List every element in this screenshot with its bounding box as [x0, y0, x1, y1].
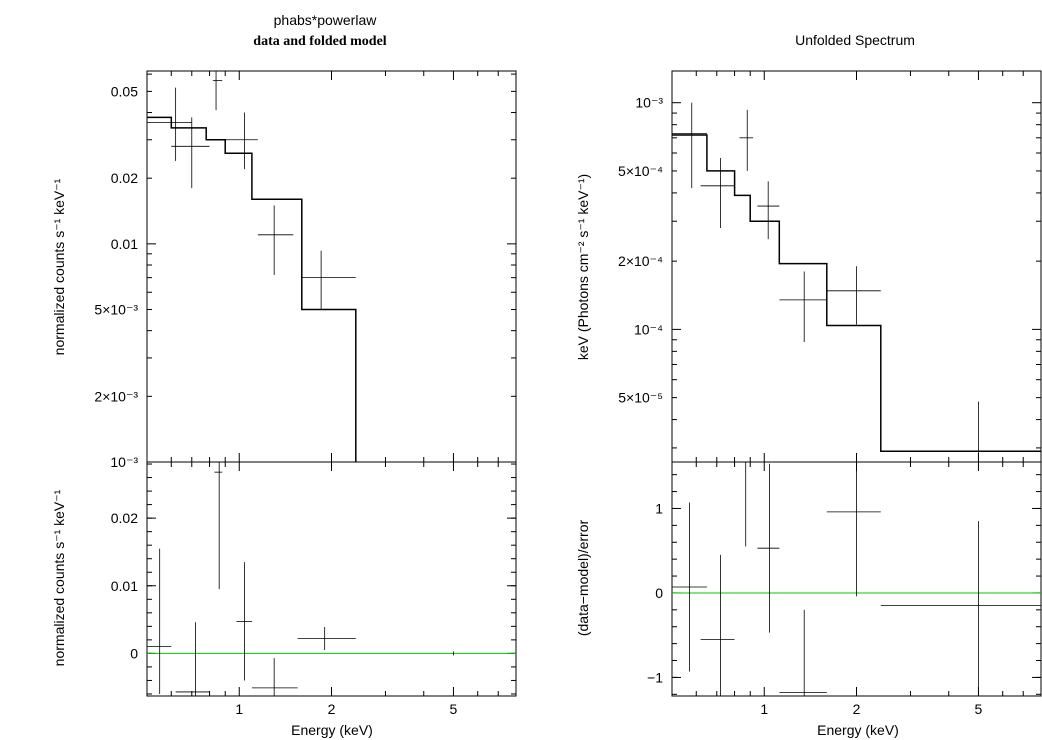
left-xlabel: Energy (keV) [291, 722, 373, 738]
left-bottom-ytick-label: 0 [130, 645, 138, 661]
left-top-ytick-label: 5×10⁻³ [94, 302, 138, 318]
left-subtitle: data and folded model [253, 34, 387, 49]
right-bottom-data-point [826, 462, 881, 597]
left-bottom-xtick-label: 2 [328, 701, 336, 717]
left-bottom-ylabel: normalized counts s⁻¹ keV⁻¹ [51, 489, 67, 666]
right-top-model-step [672, 134, 1041, 452]
right-title: Unfolded Spectrum [795, 32, 915, 48]
right-top-ytick-label: 10⁻³ [635, 95, 663, 111]
right-bottom-xtick-label: 5 [975, 701, 983, 717]
left-top-model-step [147, 116, 357, 462]
right-top-ylabel: keV (Photons cm⁻² s⁻¹ keV⁻¹) [575, 174, 591, 360]
left-bottom-data-point [147, 548, 172, 694]
left-top-data-point [212, 71, 223, 111]
right-bottom-panel: 1 2 5 1 0 −1 [647, 461, 1042, 717]
left-top-data-point [257, 205, 294, 275]
right-xlabel: Energy (keV) [817, 722, 899, 738]
left-top-frame [146, 70, 517, 463]
right-bottom-ylabel: (data−model)/error [575, 519, 591, 636]
left-top-ytick-label: 0.05 [111, 83, 138, 99]
left-bottom-xtick-label: 5 [450, 701, 458, 717]
left-bottom-data-point [214, 462, 223, 590]
left-top-ytick-label: 10⁻³ [110, 454, 138, 470]
left-bottom-ytick-label: 0.02 [111, 510, 138, 526]
right-bottom-data-point [739, 461, 751, 547]
right-bottom-data-point [757, 463, 780, 633]
right-bottom-ytick-label: 1 [655, 500, 663, 516]
right-top-data-point [826, 266, 881, 325]
right-top-data-point [672, 102, 707, 189]
left-bottom-data-point [452, 651, 454, 656]
right-bottom-xtick-label: 2 [853, 701, 861, 717]
right-top-ytick-label: 5×10⁻⁴ [618, 163, 663, 179]
right-top-data-point [700, 158, 735, 229]
right-bottom-data-point [779, 609, 827, 696]
left-top-data-point [301, 250, 356, 310]
left-bottom-panel: 1 2 5 0.02 0.01 0 [111, 461, 517, 717]
right-bottom-data-point [880, 521, 1041, 696]
left-title: phabs*powerlaw [274, 12, 378, 28]
right-top-ytick-label: 2×10⁻⁴ [618, 253, 663, 269]
left-top-ylabel: normalized counts s⁻¹ keV⁻¹ [51, 178, 67, 355]
left-top-ytick-label: 0.02 [111, 170, 138, 186]
right-bottom-xtick-label: 1 [760, 701, 768, 717]
right-bottom-ytick-label: 0 [655, 585, 663, 601]
left-bottom-xtick-label: 1 [235, 701, 243, 717]
left-top-data-point [171, 117, 210, 189]
left-top-panel: 0.05 0.02 0.01 5×10⁻³ 2×10⁻³ 10⁻³ [94, 70, 517, 470]
left-top-ytick-label: 2×10⁻³ [94, 388, 138, 404]
left-bottom-frame [146, 461, 517, 697]
left-top-data-point [147, 87, 192, 161]
left-bottom-data-point [297, 627, 356, 651]
left-top-data-point [225, 112, 258, 170]
right-top-ytick-label: 5×10⁻⁵ [618, 390, 663, 406]
left-top-ytick-label: 0.01 [111, 236, 138, 252]
right-top-panel: 10⁻³ 5×10⁻⁴ 2×10⁻⁴ 10⁻⁴ 5×10⁻⁵ [618, 70, 1042, 463]
right-bottom-data-point [700, 554, 735, 696]
left-bottom-ytick-label: 0.01 [111, 578, 138, 594]
left-bottom-data-point [236, 562, 252, 681]
right-top-data-point [757, 181, 780, 240]
right-bottom-data-point [672, 502, 707, 672]
left-bottom-data-point [251, 658, 298, 696]
right-bottom-ytick-label: −1 [647, 669, 663, 685]
left-bottom-data-point [175, 622, 210, 696]
right-top-data-point [739, 109, 754, 171]
right-top-ytick-label: 10⁻⁴ [634, 321, 663, 337]
right-top-data-point [779, 271, 827, 342]
